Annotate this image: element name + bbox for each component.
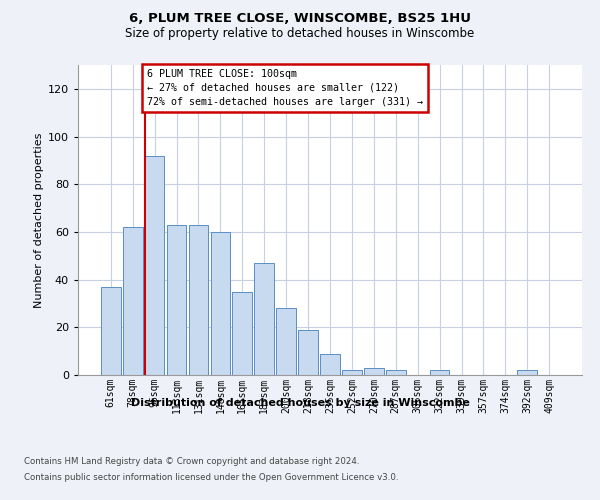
- Text: 6, PLUM TREE CLOSE, WINSCOMBE, BS25 1HU: 6, PLUM TREE CLOSE, WINSCOMBE, BS25 1HU: [129, 12, 471, 26]
- Bar: [320, 354, 340, 375]
- Text: 6 PLUM TREE CLOSE: 100sqm
← 27% of detached houses are smaller (122)
72% of semi: 6 PLUM TREE CLOSE: 100sqm ← 27% of detac…: [147, 68, 423, 106]
- Bar: [254, 263, 274, 375]
- Bar: [145, 156, 164, 375]
- Bar: [167, 225, 187, 375]
- Bar: [276, 308, 296, 375]
- Bar: [188, 225, 208, 375]
- Text: Contains public sector information licensed under the Open Government Licence v3: Contains public sector information licen…: [24, 472, 398, 482]
- Y-axis label: Number of detached properties: Number of detached properties: [34, 132, 44, 308]
- Bar: [211, 232, 230, 375]
- Bar: [364, 368, 384, 375]
- Bar: [298, 330, 318, 375]
- Bar: [430, 370, 449, 375]
- Text: Distribution of detached houses by size in Winscombe: Distribution of detached houses by size …: [131, 398, 469, 407]
- Bar: [342, 370, 362, 375]
- Bar: [101, 287, 121, 375]
- Bar: [123, 227, 143, 375]
- Text: Contains HM Land Registry data © Crown copyright and database right 2024.: Contains HM Land Registry data © Crown c…: [24, 458, 359, 466]
- Text: Size of property relative to detached houses in Winscombe: Size of property relative to detached ho…: [125, 28, 475, 40]
- Bar: [232, 292, 252, 375]
- Bar: [386, 370, 406, 375]
- Bar: [517, 370, 537, 375]
